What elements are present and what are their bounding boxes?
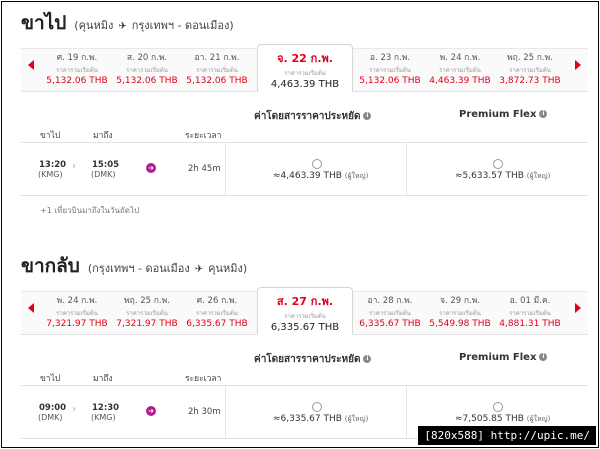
inbound-header: ขากลับ (กรุงเทพฯ - ดอนเมือง ✈ คุนหมิง) [21,251,247,277]
column-header-arrive: มาถึง [93,131,113,141]
departure-time: 09:00 [39,403,67,413]
saver-fare-radio[interactable] [312,159,322,169]
date-tab-selected[interactable]: จ. 22 ก.พ. ราคารวมเริ่มต้น 4,463.39 THB [257,44,353,92]
outbound-route-from: (คุนหมิง [74,19,114,32]
outbound-header: ขาไป (คุนหมิง ✈ กรุงเทพฯ - ดอนเมือง) [21,8,234,34]
inbound-title: ขากลับ [21,255,80,277]
arrival-time: 15:05 [92,160,120,170]
prev-dates-arrow-icon[interactable] [28,60,34,70]
chevron-right-icon: › [72,404,76,415]
date-tab[interactable]: ศ. 19 ก.พ. ราคารวมเริ่มต้น 5,132.06 THB [46,53,108,86]
next-day-note: +1 เที่ยวบินมาถึงในวันถัดไป [40,206,140,215]
date-tab[interactable]: ส. 20 ก.พ. ราคารวมเริ่มต้น 5,132.06 THB [116,53,178,86]
next-dates-arrow-icon[interactable] [575,303,581,313]
prev-dates-arrow-icon[interactable] [28,303,34,313]
date-tab[interactable]: พฤ. 25 ก.พ. ราคารวมเริ่มต้น 3,872.73 THB [499,53,561,86]
column-header-depart: ขาไป [40,131,61,141]
saver-fare-price: ≈6,335.67 THB (ผู้ใหญ่) [273,414,369,424]
info-icon[interactable]: i [539,110,548,118]
info-icon[interactable]: i [363,355,372,363]
flex-fare-price: ≈7,505.85 THB (ผู้ใหญ่) [455,414,551,424]
date-tab[interactable]: อา. 28 ก.พ. ราคารวมเริ่มต้น 6,335.67 THB [359,296,421,329]
date-tab[interactable]: อ. 01 มี.ค. ราคารวมเริ่มต้น 4,881.31 THB [499,296,561,329]
date-tab[interactable]: พ. 24 ก.พ. ราคารวมเริ่มต้น 7,321.97 THB [46,296,108,329]
inbound-route: (กรุงเทพฯ - ดอนเมือง ✈ คุนหมิง) [88,259,247,277]
flight-row: 09:00 (DMK) › 12:30 (KMG) ➜ 2h 30m ≈6,33… [21,385,588,439]
saver-fare-radio[interactable] [312,402,322,412]
departure-airport: (DMK) [38,413,63,422]
outbound-route-to: กรุงเทพฯ - ดอนเมือง) [131,19,234,32]
column-header-arrive: มาถึง [93,374,113,384]
inbound-route-from: (กรุงเทพฯ - ดอนเมือง [87,262,190,275]
arrow-right-circle-icon[interactable]: ➜ [146,163,156,173]
fare-header-saver: ค่าโดยสารราคาประหยัด i [254,109,372,124]
date-tab[interactable]: อ. 23 ก.พ. ราคารวมเริ่มต้น 5,132.06 THB [359,53,421,86]
info-icon[interactable]: i [539,353,548,361]
arrow-right-circle-icon[interactable]: ➜ [146,406,156,416]
info-icon[interactable]: i [363,112,372,120]
outbound-title: ขาไป [21,12,67,34]
date-tab-selected[interactable]: ส. 27 ก.พ. ราคารวมเริ่มต้น 6,335.67 THB [257,287,353,335]
flex-fare-price: ≈5,633.57 THB (ผู้ใหญ่) [455,171,551,181]
flight-duration: 2h 30m [188,407,221,417]
column-header-depart: ขาไป [40,374,61,384]
arrival-airport: (DMK) [91,170,116,179]
flex-fare-radio[interactable] [493,402,503,412]
flex-fare-radio[interactable] [493,159,503,169]
saver-fare-price: ≈4,463.39 THB (ผู้ใหญ่) [273,171,369,181]
inbound-date-strip: พ. 24 ก.พ. ราคารวมเริ่มต้น 7,321.97 THB … [21,287,588,335]
date-tab[interactable]: ศ. 26 ก.พ. ราคารวมเริ่มต้น 6,335.67 THB [186,296,248,329]
column-header-duration: ระยะเวลา [185,374,222,384]
chevron-right-icon: › [72,161,76,172]
fare-header-saver: ค่าโดยสารราคาประหยัด i [254,352,372,367]
date-tab[interactable]: อา. 21 ก.พ. ราคารวมเริ่มต้น 5,132.06 THB [186,53,248,86]
date-tab[interactable]: พฤ. 25 ก.พ. ราคารวมเริ่มต้น 7,321.97 THB [116,296,178,329]
arrival-time: 12:30 [92,403,120,413]
departure-time: 13:20 [39,160,67,170]
inbound-route-to: คุนหมิง) [208,262,248,275]
departure-airport: (KMG) [38,170,63,179]
airplane-icon: ✈ [194,264,204,275]
date-tab[interactable]: พ. 24 ก.พ. ราคารวมเริ่มต้น 4,463.39 THB [429,53,491,86]
airplane-icon: ✈ [118,21,127,32]
flight-row: 13:20 (KMG) › 15:05 (DMK) ➜ 2h 45m ≈4,46… [21,142,588,196]
outbound-date-strip: ศ. 19 ก.พ. ราคารวมเริ่มต้น 5,132.06 THB … [21,44,588,92]
date-tab[interactable]: จ. 29 ก.พ. ราคารวมเริ่มต้น 5,549.98 THB [429,296,491,329]
column-header-duration: ระยะเวลา [185,131,222,141]
outbound-route: (คุนหมิง ✈ กรุงเทพฯ - ดอนเมือง) [74,16,233,34]
fare-header-flex: Premium Flex i [459,109,548,120]
flight-duration: 2h 45m [188,164,221,174]
arrival-airport: (KMG) [91,413,116,422]
next-dates-arrow-icon[interactable] [575,60,581,70]
watermark: [820x588] http://upic.me/ [418,426,596,445]
fare-header-flex: Premium Flex i [459,352,548,363]
